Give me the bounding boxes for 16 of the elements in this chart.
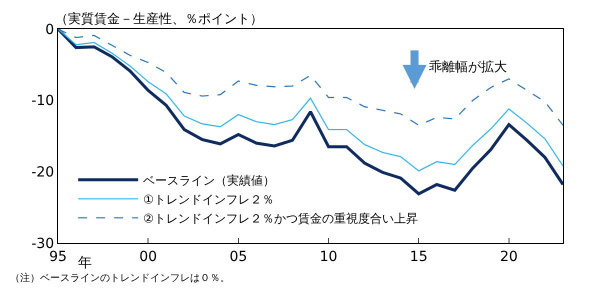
x-tick-label: 20 bbox=[500, 248, 518, 265]
x-tick-label: 00 bbox=[139, 248, 158, 265]
annotation: 乖離幅が拡大 bbox=[429, 60, 507, 75]
legend-label: ②トレンドインフレ２％かつ賃金の重視度合い上昇 bbox=[143, 211, 418, 226]
legend-label: ①トレンドインフレ２％ bbox=[143, 192, 274, 206]
y-tick-label: -20 bbox=[31, 164, 54, 181]
legend-label: ベースライン（実績値） bbox=[143, 173, 276, 188]
y-tick-label: 0 bbox=[45, 22, 54, 38]
chart-title: （実質賃金－生産性、％ポイント） bbox=[55, 11, 263, 27]
line-series bbox=[58, 29, 563, 126]
x-tick-label: 15 bbox=[410, 248, 428, 265]
text: （注）ベースラインのトレンドインフレは０％。 bbox=[10, 272, 230, 284]
x-axis-title: 年 bbox=[78, 255, 92, 271]
x-tick-label: 10 bbox=[320, 248, 338, 265]
y-tick-label: -10 bbox=[31, 93, 54, 110]
x-tick-label: 05 bbox=[229, 248, 248, 265]
